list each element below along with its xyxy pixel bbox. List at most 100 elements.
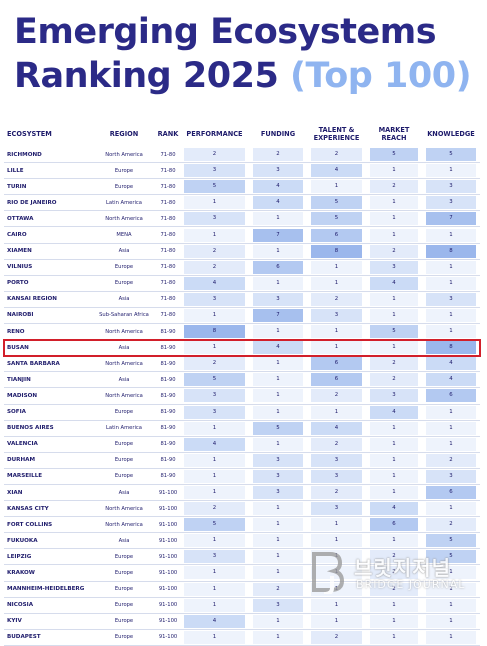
cell-ecosystem: MARSEILLE xyxy=(4,468,92,485)
cell-ecosystem: BUENOS AIRES xyxy=(4,420,92,437)
score-value: 1 xyxy=(184,196,245,210)
cell-rank: 71-80 xyxy=(156,210,180,228)
score-value: 3 xyxy=(426,292,476,306)
score-value: 1 xyxy=(370,228,418,242)
cell-knowledge: 1 xyxy=(422,162,480,180)
cell-knowledge: 1 xyxy=(422,420,480,437)
cell-rank: 91-100 xyxy=(156,629,180,646)
score-value: 4 xyxy=(370,405,418,419)
cell-funding: 3 xyxy=(249,468,307,485)
score-value: 1 xyxy=(426,308,476,322)
cell-ecosystem: VILNIUS xyxy=(4,259,92,276)
cell-funding: 1 xyxy=(249,564,307,582)
table-row: OTTAWA North America 71-80 3 1 5 1 7 xyxy=(4,210,480,228)
cell-rank: 81-90 xyxy=(156,468,180,485)
score-value: 2 xyxy=(426,518,476,532)
cell-knowledge: 5 xyxy=(422,532,480,550)
score-value: 6 xyxy=(370,518,418,532)
cell-talent: 2 xyxy=(307,436,366,453)
cell-funding: 4 xyxy=(249,194,307,212)
cell-ecosystem: XIAN xyxy=(4,484,92,502)
cell-rank: 81-90 xyxy=(156,323,180,341)
score-value: 3 xyxy=(184,164,245,178)
cell-market-reach: 1 xyxy=(366,210,422,228)
cell-knowledge: 1 xyxy=(422,613,480,630)
cell-funding: 4 xyxy=(249,178,307,196)
cell-market-reach: 2 xyxy=(366,371,422,389)
score-value: 4 xyxy=(253,341,303,355)
cell-funding: 1 xyxy=(249,532,307,550)
score-value: 1 xyxy=(370,614,418,628)
score-value: 2 xyxy=(311,486,362,500)
table-row: TIANJIN Asia 81-90 5 1 6 2 4 xyxy=(4,371,480,389)
cell-rank: 71-80 xyxy=(156,307,180,325)
score-value: 3 xyxy=(253,598,303,612)
cell-performance: 2 xyxy=(180,500,249,518)
cell-market-reach: 1 xyxy=(366,452,422,469)
table-row: DURHAM Europe 81-90 1 3 3 1 2 xyxy=(4,452,480,469)
score-value: 1 xyxy=(253,325,303,339)
table-row: RENO North America 81-90 8 1 1 5 1 xyxy=(4,323,480,341)
cell-talent: 5 xyxy=(307,210,366,228)
cell-funding: 1 xyxy=(249,516,307,534)
cell-rank: 91-100 xyxy=(156,484,180,502)
score-value: 2 xyxy=(253,148,303,162)
score-value: 5 xyxy=(184,180,245,194)
score-value: 3 xyxy=(253,469,303,483)
cell-talent: 2 xyxy=(307,291,366,308)
cell-rank: 81-90 xyxy=(156,371,180,389)
cell-knowledge: 6 xyxy=(422,484,480,502)
cell-knowledge: 4 xyxy=(422,371,480,389)
score-value: 1 xyxy=(426,260,476,274)
cell-region: Asia xyxy=(92,484,156,502)
cell-rank: 71-80 xyxy=(156,291,180,308)
cell-funding: 1 xyxy=(249,323,307,341)
cell-market-reach: 1 xyxy=(366,468,422,485)
cell-rank: 91-100 xyxy=(156,548,180,566)
col-header-knowledge: KNOWLEDGE xyxy=(427,130,475,138)
cell-performance: 1 xyxy=(180,564,249,582)
cell-ecosystem: VALENCIA xyxy=(4,436,92,453)
title-line-2: Ranking 2025 xyxy=(14,56,279,96)
table-row: NAIROBI Sub-Saharan Africa 71-80 1 7 3 1 1 xyxy=(4,307,480,325)
table-row: KANSAS CITY North America 91-100 2 1 3 4 1 xyxy=(4,500,480,518)
score-value: 6 xyxy=(426,389,476,403)
score-value: 3 xyxy=(184,292,245,306)
score-value: 7 xyxy=(253,308,303,322)
cell-market-reach: 2 xyxy=(366,355,422,373)
score-value: 5 xyxy=(311,212,362,226)
score-value: 3 xyxy=(370,389,418,403)
cell-funding: 1 xyxy=(249,243,307,260)
table-row: SANTA BARBARA North America 81-90 2 1 6 2 4 xyxy=(4,355,480,373)
table-row: VILNIUS Europe 71-80 2 6 1 3 1 xyxy=(4,259,480,276)
cell-region: Europe xyxy=(92,564,156,582)
score-value: 5 xyxy=(311,196,362,210)
score-value: 3 xyxy=(311,453,362,467)
cell-region: Europe xyxy=(92,468,156,485)
score-value: 4 xyxy=(311,164,362,178)
cell-performance: 3 xyxy=(180,291,249,308)
cell-region: North America xyxy=(92,210,156,228)
cell-ecosystem: SANTA BARBARA xyxy=(4,355,92,373)
score-value: 1 xyxy=(184,486,245,500)
score-value: 1 xyxy=(184,228,245,242)
score-value: 5 xyxy=(253,421,303,435)
table-row: NICOSIA Europe 91-100 1 3 1 1 1 xyxy=(4,597,480,614)
cell-funding: 1 xyxy=(249,548,307,566)
col-header-region: REGION xyxy=(109,130,139,138)
cell-rank: 81-90 xyxy=(156,355,180,373)
cell-region: Asia xyxy=(92,291,156,308)
score-value: 1 xyxy=(370,308,418,322)
score-value: 1 xyxy=(311,276,362,290)
score-value: 5 xyxy=(426,550,476,564)
score-value: 2 xyxy=(311,292,362,306)
cell-ecosystem: FORT COLLINS xyxy=(4,516,92,534)
score-value: 1 xyxy=(253,373,303,387)
cell-region: Europe xyxy=(92,162,156,180)
cell-knowledge: 8 xyxy=(422,243,480,260)
cell-market-reach: 2 xyxy=(366,564,422,582)
cell-rank: 71-80 xyxy=(156,243,180,260)
cell-knowledge: 1 xyxy=(422,259,480,276)
cell-market-reach: 3 xyxy=(366,259,422,276)
score-value: 1 xyxy=(370,164,418,178)
